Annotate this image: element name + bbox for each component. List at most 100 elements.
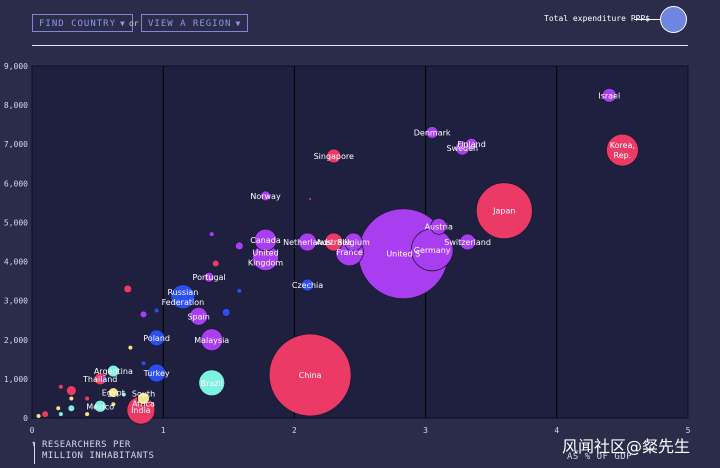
chevron-down-icon: ▼: [235, 19, 242, 28]
bubble[interactable]: [212, 260, 219, 267]
chevron-down-icon: ▼: [120, 19, 126, 28]
bubble[interactable]: [68, 405, 75, 412]
view-region-dropdown[interactable]: VIEW A REGION ▼: [141, 14, 249, 32]
label-china: China: [299, 371, 322, 380]
bubble[interactable]: [237, 288, 242, 293]
y-tick-label: 9,000: [4, 62, 28, 71]
label-switzerland: Switzerland: [444, 238, 491, 247]
bubble[interactable]: [58, 384, 63, 389]
legend-label: Total expenditure PPP$: [544, 14, 650, 23]
label-france: France: [336, 248, 363, 257]
label-sweden: Sweden: [447, 144, 479, 153]
label-turkey: Turkey: [143, 369, 170, 378]
label-israel: Israel: [598, 91, 620, 100]
bubble-egypt[interactable]: [107, 387, 119, 398]
header-divider: [32, 45, 688, 46]
bubble[interactable]: [121, 392, 126, 397]
watermark: 风闻社区@粲先生: [562, 437, 691, 456]
label-mexico: Mexico: [86, 402, 114, 411]
bubble-switzerland[interactable]: [459, 233, 476, 251]
y-tick-label: 6,000: [4, 179, 28, 188]
bubble-korea-rep[interactable]: [606, 133, 639, 167]
bubble[interactable]: [221, 307, 231, 317]
bubble-mexico[interactable]: [93, 399, 107, 413]
bubble[interactable]: [111, 402, 116, 407]
x-axis-label-line1: RESEARCHERS PER: [42, 440, 131, 450]
y-axis-label: AS % OF GDP: [567, 452, 633, 462]
bubble[interactable]: [65, 385, 77, 397]
bubble-finland[interactable]: [465, 137, 478, 151]
bubble-malaysia[interactable]: [200, 328, 224, 352]
bubble-belgium[interactable]: [344, 232, 363, 252]
x-axis-label-line2: MILLION INHABITANTS: [42, 451, 155, 461]
label-denmark: Denmark: [414, 128, 451, 137]
bubble[interactable]: [140, 311, 147, 318]
y-tick-label: 8,000: [4, 101, 28, 110]
bubble-spain[interactable]: [189, 306, 209, 326]
x-tick-label: 2: [292, 426, 297, 435]
bubble-austria[interactable]: [430, 217, 448, 235]
label-argentina: Argentina: [94, 367, 133, 376]
y-tick-label: 0: [23, 414, 28, 423]
bubble[interactable]: [123, 284, 133, 294]
bubble[interactable]: [69, 396, 74, 401]
bubble-czechia[interactable]: [301, 278, 314, 292]
bubble[interactable]: [42, 411, 49, 418]
label-malaysia: Malaysia: [194, 336, 229, 345]
bubble-denmark[interactable]: [425, 126, 439, 139]
bubble-canada[interactable]: [254, 228, 277, 252]
label-brazil: Brazil: [201, 379, 223, 388]
bubble[interactable]: [154, 308, 159, 313]
label-india: India: [131, 406, 151, 415]
bubble-turkey[interactable]: [147, 363, 167, 383]
bubble-netherlands[interactable]: [298, 232, 317, 252]
label-austria: Austria: [425, 222, 453, 231]
label-netherlands: Netherlands: [283, 238, 332, 247]
bubble-poland[interactable]: [148, 329, 166, 347]
bubble-russian-federation[interactable]: [170, 284, 196, 310]
bubble-israel[interactable]: [601, 87, 617, 103]
bubble[interactable]: [209, 232, 214, 237]
bubble-japan[interactable]: [475, 182, 533, 240]
bubble-china[interactable]: [268, 333, 352, 417]
x-axis-arrow-line: [34, 442, 35, 464]
bubble-australia[interactable]: [324, 232, 344, 252]
view-region-label: VIEW A REGION: [148, 19, 232, 29]
bubble[interactable]: [85, 412, 90, 417]
x-tick-label: 3: [423, 426, 428, 435]
or-label: or: [129, 19, 139, 28]
bubble-brazil[interactable]: [198, 369, 226, 397]
label-australia: Australia: [316, 238, 351, 247]
label-korea-rep: Korea, Rep.: [610, 141, 635, 160]
label-belgium: Belgium: [337, 238, 370, 247]
bubble[interactable]: [85, 396, 90, 401]
bubble[interactable]: [56, 406, 61, 411]
bubble-portugal[interactable]: [203, 271, 215, 283]
x-axis-label: RESEARCHERS PER MILLION INHABITANTS: [42, 440, 154, 462]
y-tick-label: 5,000: [4, 218, 28, 227]
arrow-up-icon: ↑: [31, 439, 36, 448]
y-tick-label: 4,000: [4, 258, 28, 267]
bubble[interactable]: [128, 345, 133, 350]
bubble[interactable]: [58, 412, 63, 417]
y-tick-label: 3,000: [4, 297, 28, 306]
find-country-label: FIND COUNTRY: [39, 19, 117, 29]
y-tick-label: 1,000: [4, 375, 28, 384]
bubble[interactable]: [102, 376, 107, 381]
bubble[interactable]: [309, 197, 312, 200]
bubble[interactable]: [234, 241, 244, 251]
bubble-singapore[interactable]: [326, 148, 342, 164]
label-finland: Finland: [457, 140, 486, 149]
bubble-thailand[interactable]: [93, 372, 107, 386]
bubble[interactable]: [141, 361, 146, 366]
legend-line: [634, 19, 660, 20]
bubble[interactable]: [36, 414, 41, 419]
label-norway: Norway: [250, 192, 281, 201]
legend-bubble-icon: [660, 6, 687, 33]
bubble-norway[interactable]: [260, 190, 271, 202]
bubble-south-africa[interactable]: [137, 392, 150, 405]
label-egypt: Egypt: [102, 389, 125, 398]
bubble-argentina[interactable]: [106, 364, 120, 378]
find-country-dropdown[interactable]: FIND COUNTRY ▼: [32, 14, 133, 32]
